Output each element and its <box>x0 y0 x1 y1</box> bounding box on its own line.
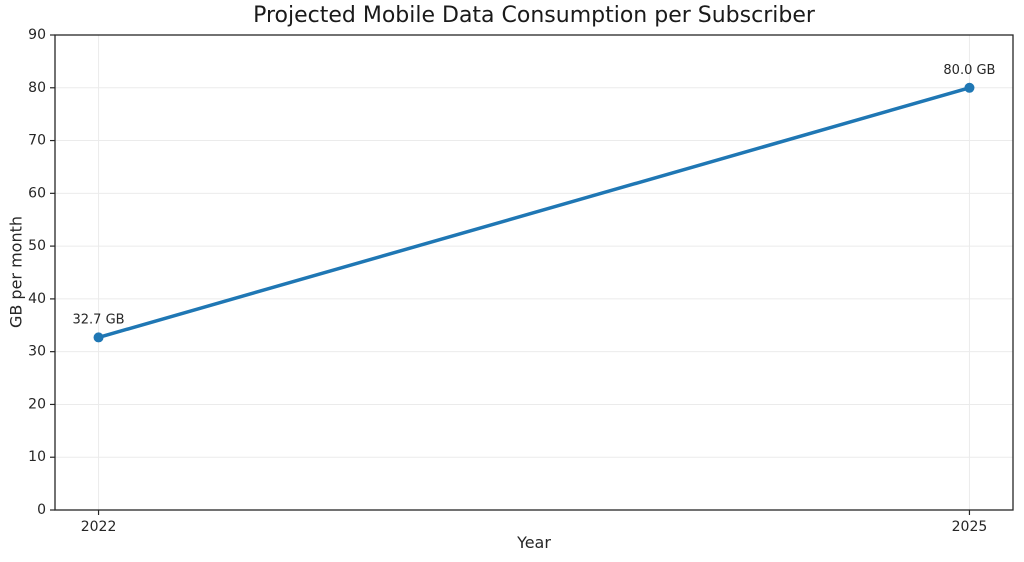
data-point-label: 32.7 GB <box>73 312 125 327</box>
y-tick-label: 40 <box>28 291 46 307</box>
data-point-marker <box>93 332 104 343</box>
y-tick-label: 80 <box>28 80 46 96</box>
chart-title: Projected Mobile Data Consumption per Su… <box>253 3 815 28</box>
plot-border <box>54 34 1014 511</box>
y-tick-label: 0 <box>37 502 46 518</box>
data-point-marker <box>964 82 975 93</box>
x-tick-label: 2022 <box>81 519 117 535</box>
y-tick-label: 10 <box>28 449 46 465</box>
data-point-label: 80.0 GB <box>943 63 995 78</box>
x-axis-label: Year <box>517 533 551 552</box>
y-tick-label: 70 <box>28 133 46 149</box>
y-tick-label: 50 <box>28 238 46 254</box>
y-tick-label: 30 <box>28 344 46 360</box>
data-line <box>96 86 972 340</box>
y-tick-label: 20 <box>28 396 46 412</box>
y-tick-label: 90 <box>28 27 46 43</box>
y-tick-label: 60 <box>28 185 46 201</box>
x-tick-label: 2025 <box>952 519 988 535</box>
